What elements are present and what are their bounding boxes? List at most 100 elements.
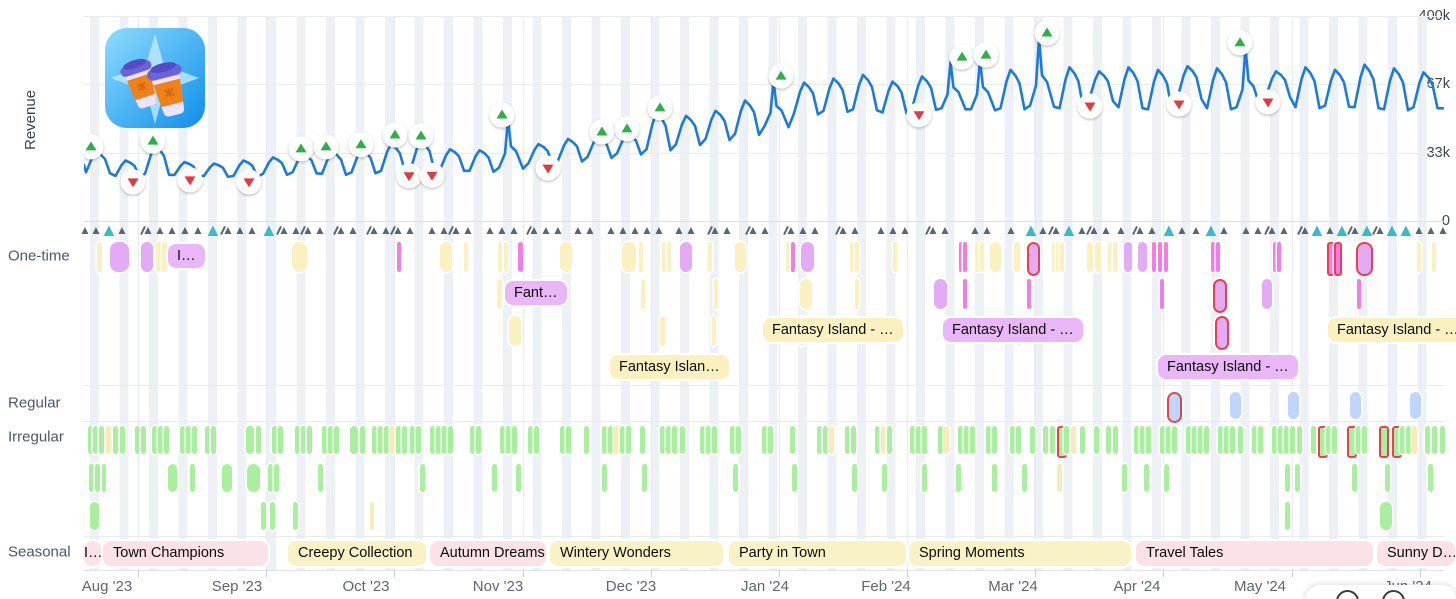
one-time-event-pill[interactable]	[1213, 279, 1227, 313]
irregular-event-pill[interactable]	[334, 426, 339, 454]
one-time-event-pill[interactable]	[1211, 242, 1215, 272]
app-update-marker-icon[interactable]: ▲	[1037, 223, 1049, 237]
irregular-event-pill[interactable]	[1412, 426, 1417, 454]
app-update-marker-icon[interactable]: ▲	[797, 223, 809, 237]
app-update-marker-icon[interactable]: ▲	[290, 223, 302, 237]
app-update-marker-icon[interactable]: ▲	[969, 223, 981, 237]
one-time-event-pill[interactable]	[1152, 242, 1156, 272]
irregular-event-pill[interactable]	[476, 426, 481, 454]
app-update-marker-icon[interactable]: ▲	[368, 223, 380, 237]
app-update-marker-icon[interactable]: ▲	[1100, 223, 1112, 237]
app-update-marker-icon[interactable]: ▲	[314, 223, 326, 237]
irregular-event-pill[interactable]	[1122, 464, 1127, 492]
seasonal-event-pill[interactable]: Travel Tales	[1136, 541, 1373, 566]
irregular-event-pill[interactable]	[1379, 426, 1389, 458]
app-update-marker-icon[interactable]: ▲	[1050, 223, 1062, 237]
irregular-event-pill[interactable]	[1224, 426, 1229, 454]
irregular-event-pill[interactable]	[1285, 502, 1290, 530]
app-update-marker-icon[interactable]: ▲	[528, 223, 540, 237]
irregular-event-pill[interactable]	[1144, 464, 1149, 492]
app-update-marker-icon[interactable]: ▲	[1374, 223, 1386, 237]
one-time-event-pill[interactable]	[1027, 279, 1031, 309]
one-time-event-pill[interactable]	[1138, 242, 1147, 272]
app-update-marker-icon[interactable]: ▲	[1299, 223, 1311, 237]
app-update-marker-icon[interactable]: ▲	[450, 223, 462, 237]
app-update-marker-icon[interactable]: ▲	[222, 223, 234, 237]
irregular-event-pill[interactable]	[246, 426, 254, 454]
irregular-event-pill[interactable]	[1043, 426, 1048, 454]
irregular-event-pill[interactable]	[882, 464, 887, 492]
irregular-event-pill[interactable]	[1356, 426, 1361, 454]
event-label-pill[interactable]: Fantasy Island - …	[1328, 318, 1456, 342]
one-time-event-pill[interactable]	[440, 242, 452, 272]
seasonal-event-pill[interactable]: Sunny D…	[1377, 541, 1455, 566]
app-update-marker-icon[interactable]: ▲	[462, 223, 474, 237]
irregular-event-pill[interactable]	[851, 426, 856, 454]
app-update-marker-icon[interactable]: ▲	[685, 223, 697, 237]
irregular-event-pill[interactable]	[410, 426, 415, 454]
one-time-event-pill[interactable]	[712, 316, 716, 346]
app-update-marker-icon[interactable]: ▲	[1146, 223, 1158, 237]
one-time-event-pill[interactable]	[464, 242, 468, 272]
irregular-event-pill[interactable]	[158, 426, 163, 454]
one-time-event-pill[interactable]	[959, 242, 963, 272]
app-update-marker-icon[interactable]: ▲	[653, 223, 665, 237]
app-update-marker-icon[interactable]: ▲	[887, 223, 899, 237]
irregular-event-pill[interactable]	[944, 426, 949, 454]
irregular-event-pill[interactable]	[768, 426, 773, 454]
store-update-marker-icon[interactable]: ▲	[1308, 220, 1326, 240]
app-update-marker-icon[interactable]: ▲	[1176, 223, 1188, 237]
event-label-pill[interactable]: Fantasy Islan…	[610, 355, 729, 379]
irregular-event-pill[interactable]	[1050, 426, 1055, 454]
irregular-event-pill[interactable]	[318, 464, 323, 492]
one-time-event-pill[interactable]	[1262, 279, 1272, 309]
one-time-event-pill[interactable]	[1158, 242, 1162, 272]
irregular-event-pill[interactable]	[845, 426, 850, 454]
one-time-event-pill[interactable]	[292, 242, 307, 272]
irregular-event-pill[interactable]	[152, 426, 158, 454]
irregular-event-pill[interactable]	[500, 426, 505, 454]
app-update-marker-icon[interactable]: ▲	[552, 223, 564, 237]
one-time-event-pill[interactable]	[110, 242, 129, 272]
one-time-event-pill[interactable]	[509, 316, 521, 346]
app-update-marker-icon[interactable]: ▲	[1252, 223, 1264, 237]
irregular-event-pill[interactable]	[881, 426, 886, 454]
app-update-marker-icon[interactable]: ▲	[179, 223, 191, 237]
app-update-marker-icon[interactable]: ▲	[641, 223, 653, 237]
irregular-event-pill[interactable]	[350, 426, 358, 454]
irregular-event-pill[interactable]	[1428, 464, 1433, 492]
irregular-event-pill[interactable]	[1425, 426, 1430, 454]
store-update-marker-icon[interactable]: ▲	[1022, 220, 1040, 240]
app-update-marker-icon[interactable]: ▲	[166, 223, 178, 237]
one-time-event-pill[interactable]	[504, 242, 508, 272]
one-time-event-pill[interactable]	[397, 242, 401, 272]
revenue-line-chart[interactable]	[84, 0, 1444, 224]
irregular-event-pill[interactable]	[1258, 426, 1263, 454]
one-time-event-pill[interactable]	[497, 279, 502, 309]
irregular-event-pill[interactable]	[730, 426, 735, 454]
irregular-event-pill[interactable]	[378, 426, 383, 454]
seasonal-event-pill[interactable]: I…	[84, 541, 101, 566]
irregular-event-pill[interactable]	[1406, 426, 1411, 454]
app-update-marker-icon[interactable]: ▲	[673, 223, 685, 237]
one-time-event-pill[interactable]	[1273, 242, 1277, 272]
irregular-event-pill[interactable]	[1440, 426, 1445, 454]
irregular-event-pill[interactable]	[470, 426, 475, 454]
app-update-marker-icon[interactable]: ▲	[1088, 223, 1100, 237]
irregular-event-pill[interactable]	[135, 426, 140, 454]
store-update-marker-icon[interactable]: ▲	[100, 220, 118, 240]
irregular-event-pill[interactable]	[1186, 426, 1191, 454]
irregular-event-pill[interactable]	[1064, 426, 1069, 454]
app-update-marker-icon[interactable]: ▲	[90, 223, 102, 237]
irregular-event-pill[interactable]	[964, 426, 969, 454]
irregular-event-pill[interactable]	[560, 426, 566, 454]
one-time-event-pill[interactable]	[639, 242, 643, 272]
one-time-event-pill[interactable]	[735, 242, 746, 272]
irregular-event-pill[interactable]	[1030, 426, 1035, 454]
irregular-event-pill[interactable]	[102, 464, 106, 492]
one-time-event-pill[interactable]	[97, 242, 102, 272]
event-label-pill[interactable]: I…	[168, 244, 205, 268]
event-label-pill[interactable]: Fant…	[505, 281, 567, 305]
one-time-event-pill[interactable]	[1334, 242, 1342, 276]
app-update-marker-icon[interactable]: ▲	[837, 223, 849, 237]
